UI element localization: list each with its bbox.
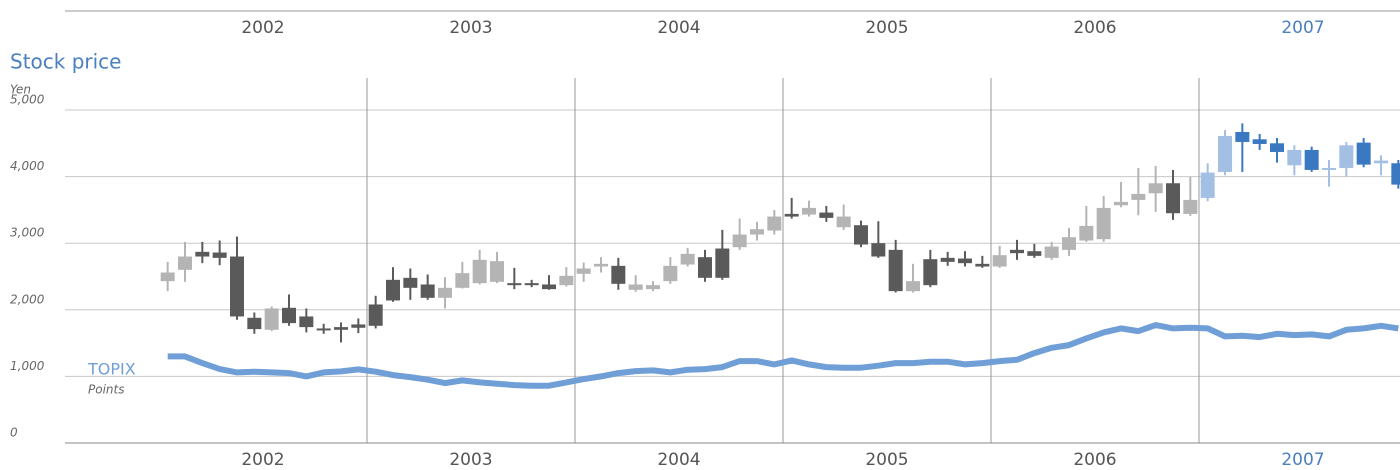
x-tick-label-top: 2004 bbox=[657, 18, 700, 38]
candle-body bbox=[698, 257, 712, 278]
candle-body bbox=[455, 273, 470, 288]
candle-body bbox=[802, 207, 816, 215]
topix-label: TOPIX bbox=[87, 360, 136, 379]
candle-body bbox=[1010, 249, 1024, 254]
x-tick-label-top: 2006 bbox=[1073, 18, 1116, 38]
candle-body bbox=[542, 284, 556, 290]
candle-body bbox=[472, 259, 487, 284]
x-tick-label-top: 2002 bbox=[241, 18, 284, 38]
candle-body bbox=[386, 279, 400, 301]
candle-body bbox=[160, 272, 175, 282]
candle-body bbox=[923, 259, 938, 286]
candle-body bbox=[334, 327, 348, 330]
x-tick-label: 2006 bbox=[1073, 450, 1116, 470]
candle-body bbox=[1287, 149, 1302, 166]
y-tick-label: 1,000 bbox=[10, 359, 45, 373]
candle-body bbox=[438, 287, 452, 298]
x-tick-label: 2002 bbox=[241, 450, 284, 470]
candle-body bbox=[646, 285, 660, 290]
candle-body bbox=[663, 265, 678, 282]
candle-body bbox=[767, 216, 782, 231]
candle-body bbox=[940, 257, 955, 262]
candle-body bbox=[178, 256, 192, 270]
candle-body bbox=[524, 283, 539, 286]
candle-body bbox=[715, 248, 730, 278]
candle-body bbox=[264, 308, 279, 330]
candle-body bbox=[611, 265, 626, 284]
y-tick-label: 3,000 bbox=[10, 226, 45, 240]
candle-body bbox=[906, 281, 920, 292]
topix-unit: Points bbox=[88, 383, 124, 397]
candle-body bbox=[1131, 193, 1146, 200]
y-unit: Yen bbox=[10, 83, 31, 97]
candle-body bbox=[594, 263, 608, 267]
candle-body bbox=[1218, 135, 1232, 172]
x-tick-label-top: 2007 bbox=[1281, 18, 1324, 38]
candle-body bbox=[1200, 172, 1215, 198]
candle-body bbox=[1322, 167, 1336, 170]
candle-body bbox=[888, 249, 903, 292]
candle-body bbox=[992, 255, 1007, 267]
candle-body bbox=[1044, 246, 1059, 258]
candle-body bbox=[507, 283, 522, 286]
candle-body bbox=[1148, 183, 1163, 194]
candle-body bbox=[299, 316, 314, 328]
candle-body bbox=[247, 317, 262, 330]
candle-body bbox=[1096, 207, 1111, 240]
topix-line bbox=[167, 322, 1399, 389]
candle-body bbox=[1391, 163, 1400, 185]
candle-body bbox=[282, 307, 296, 324]
candle-body bbox=[1339, 145, 1354, 168]
candle-body bbox=[836, 216, 851, 228]
candle-body bbox=[195, 251, 210, 257]
x-tick-label: 2005 bbox=[865, 450, 908, 470]
candle-body bbox=[403, 277, 418, 288]
candle-body bbox=[732, 234, 747, 248]
candle-body bbox=[854, 225, 868, 245]
candle-body bbox=[784, 213, 799, 217]
candle-body bbox=[628, 284, 643, 290]
marks bbox=[160, 123, 1400, 389]
candle-body bbox=[1235, 131, 1250, 142]
candle-body bbox=[1356, 142, 1371, 165]
candle-body bbox=[1079, 225, 1094, 241]
y-tick-label: 2,000 bbox=[10, 292, 45, 306]
x-tick-label: 2007 bbox=[1281, 450, 1324, 470]
candle-body bbox=[559, 275, 574, 286]
candle-body bbox=[212, 252, 227, 258]
x-tick-label: 2003 bbox=[449, 450, 492, 470]
candle-body bbox=[1114, 201, 1128, 206]
candle-body bbox=[750, 229, 764, 235]
candle-body bbox=[958, 258, 972, 264]
x-tick-label-top: 2005 bbox=[865, 18, 908, 38]
chart-title: Stock price bbox=[10, 50, 121, 74]
x-tick-label: 2004 bbox=[657, 450, 700, 470]
labels: TOPIX Points 0 1,000 2,000 3,000 4,000 5,000 2… bbox=[10, 18, 1325, 470]
candle-body bbox=[871, 243, 886, 257]
candle-body bbox=[490, 261, 504, 282]
candle-body bbox=[1183, 199, 1198, 214]
candle-body bbox=[1166, 183, 1180, 214]
candle-body bbox=[1252, 139, 1267, 144]
candle-body bbox=[1027, 251, 1042, 256]
y-tick-label: 0 bbox=[10, 426, 18, 440]
candle-body bbox=[1062, 237, 1076, 250]
candle-body bbox=[420, 284, 435, 298]
candle-body bbox=[819, 212, 834, 218]
candle-body bbox=[1270, 143, 1284, 152]
y-tick-label: 4,000 bbox=[10, 159, 45, 173]
candle-body bbox=[351, 324, 366, 328]
x-tick-label-top: 2003 bbox=[449, 18, 492, 38]
candle-body bbox=[1374, 160, 1388, 164]
candle-body bbox=[230, 256, 244, 317]
candle-body bbox=[1304, 149, 1319, 170]
y-tick-label: 5,000 bbox=[10, 93, 45, 107]
candle-body bbox=[680, 253, 695, 265]
candle-body bbox=[975, 263, 990, 267]
candle-body bbox=[368, 304, 383, 326]
grid bbox=[65, 78, 1400, 444]
candle-body bbox=[316, 328, 331, 331]
candle-body bbox=[576, 268, 591, 274]
